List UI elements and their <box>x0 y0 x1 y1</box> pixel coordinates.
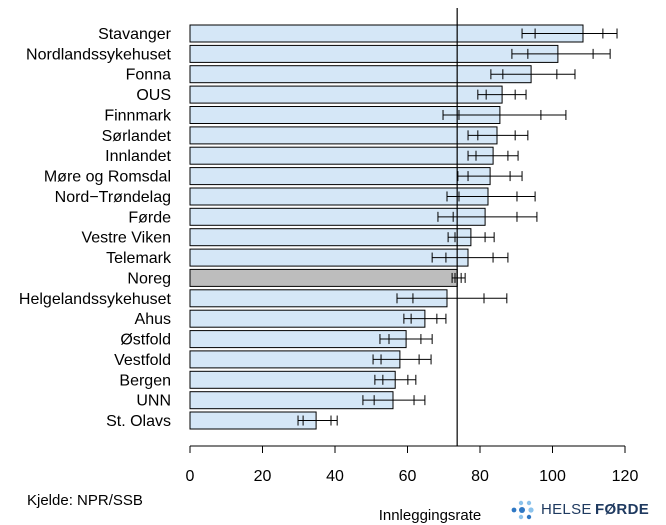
x-tick-label: 60 <box>399 468 417 485</box>
category-label-more-og-romsdal: Møre og Romsdal <box>44 169 171 186</box>
x-axis-label: Innleggingsrate <box>379 507 482 524</box>
error-bar-telemark <box>431 252 509 263</box>
error-bar-noreg <box>451 272 466 283</box>
error-bar-fonna <box>490 69 576 80</box>
error-bar-stavanger <box>521 28 618 39</box>
category-label-ous: OUS <box>136 87 171 104</box>
bar-nordlandssykehuset <box>189 44 559 63</box>
logo-dot <box>511 507 517 513</box>
bar-noreg <box>189 268 458 287</box>
category-label-innlandet: Innlandet <box>105 148 171 165</box>
bar-more-og-romsdal <box>189 167 491 186</box>
x-tick-label: 120 <box>612 468 639 485</box>
bar-fonna <box>189 65 532 84</box>
logo-dot <box>528 507 534 513</box>
bar-nord-trondelag <box>189 187 489 206</box>
error-bar-innlandet <box>467 150 519 161</box>
logo-dot <box>526 500 532 506</box>
category-label-unn: UNN <box>136 393 171 410</box>
error-bar-st-olavs <box>297 415 338 426</box>
bar-vestfold <box>189 350 401 369</box>
error-bar-ahus <box>403 313 447 324</box>
x-tick-label: 0 <box>186 468 195 485</box>
bar-ous <box>189 85 503 104</box>
category-label-telemark: Telemark <box>106 250 172 267</box>
error-bar-vestre-viken <box>447 232 495 243</box>
category-label-stavanger: Stavanger <box>98 26 172 43</box>
error-bar-sorlandet <box>467 130 529 141</box>
bars-group <box>189 24 584 430</box>
logo-dot <box>526 514 532 520</box>
logo-dot <box>518 500 524 506</box>
logo-name-bold: FØRDE <box>595 501 649 518</box>
x-tick-label: 40 <box>326 468 344 485</box>
logo-dot <box>519 507 525 513</box>
error-bar-vestfold <box>372 354 432 365</box>
category-label-vestfold: Vestfold <box>114 352 171 369</box>
error-bar-ostfold <box>379 334 433 345</box>
logo-name-light: HELSE <box>541 501 592 518</box>
category-label-noreg: Noreg <box>127 270 171 287</box>
bar-innlandet <box>189 146 494 165</box>
x-tick-label: 100 <box>539 468 566 485</box>
bar-bergen <box>189 370 396 389</box>
x-tick-label: 20 <box>254 468 272 485</box>
x-tick-label: 80 <box>471 468 489 485</box>
bar-vestre-viken <box>189 228 472 247</box>
category-label-helgelandssykehuset: Helgelandssykehuset <box>19 291 172 308</box>
error-bar-forde <box>437 211 538 222</box>
category-label-ostfold: Østfold <box>120 332 171 349</box>
bar-st-olavs <box>189 411 317 430</box>
category-labels: Stavanger Nordlandssykehuset Fonna OUS Finnm… <box>19 26 172 430</box>
bar-sorlandet <box>189 126 498 145</box>
category-label-finnmark: Finnmark <box>104 108 172 125</box>
error-bar-ous <box>477 89 527 100</box>
helse-forde-logo: HELSE FØRDE <box>511 500 649 520</box>
category-label-forde: Førde <box>128 209 171 226</box>
category-label-vestre-viken: Vestre Viken <box>81 230 171 247</box>
error-bar-nordlandssykehuset <box>511 48 611 59</box>
bar-ostfold <box>189 330 407 349</box>
error-bar-more-og-romsdal <box>457 171 523 182</box>
category-label-sorlandet: Sørlandet <box>102 128 172 145</box>
category-label-bergen: Bergen <box>119 372 171 389</box>
logo-dots-icon <box>511 500 534 520</box>
category-label-ahus: Ahus <box>135 311 171 328</box>
error-bar-unn <box>362 395 426 406</box>
category-label-nordlandssykehuset: Nordlandssykehuset <box>26 46 172 63</box>
error-bar-helgelandssykehuset <box>396 293 508 304</box>
category-label-st-olavs: St. Olavs <box>106 413 171 430</box>
error-bar-nord-trondelag <box>446 191 536 202</box>
source-note: Kjelde: NPR/SSB <box>27 492 143 509</box>
error-bar-finnmark <box>442 109 567 120</box>
bar-telemark <box>189 248 469 267</box>
category-label-nord-trondelag: Nord−Trøndelag <box>55 189 171 206</box>
x-axis: 0 20 40 60 80 100 120 <box>186 445 639 485</box>
error-bars-group <box>297 28 618 426</box>
logo-dot <box>518 514 524 520</box>
bar-ahus <box>189 309 426 328</box>
category-label-fonna: Fonna <box>126 67 171 84</box>
error-bar-bergen <box>374 374 417 385</box>
